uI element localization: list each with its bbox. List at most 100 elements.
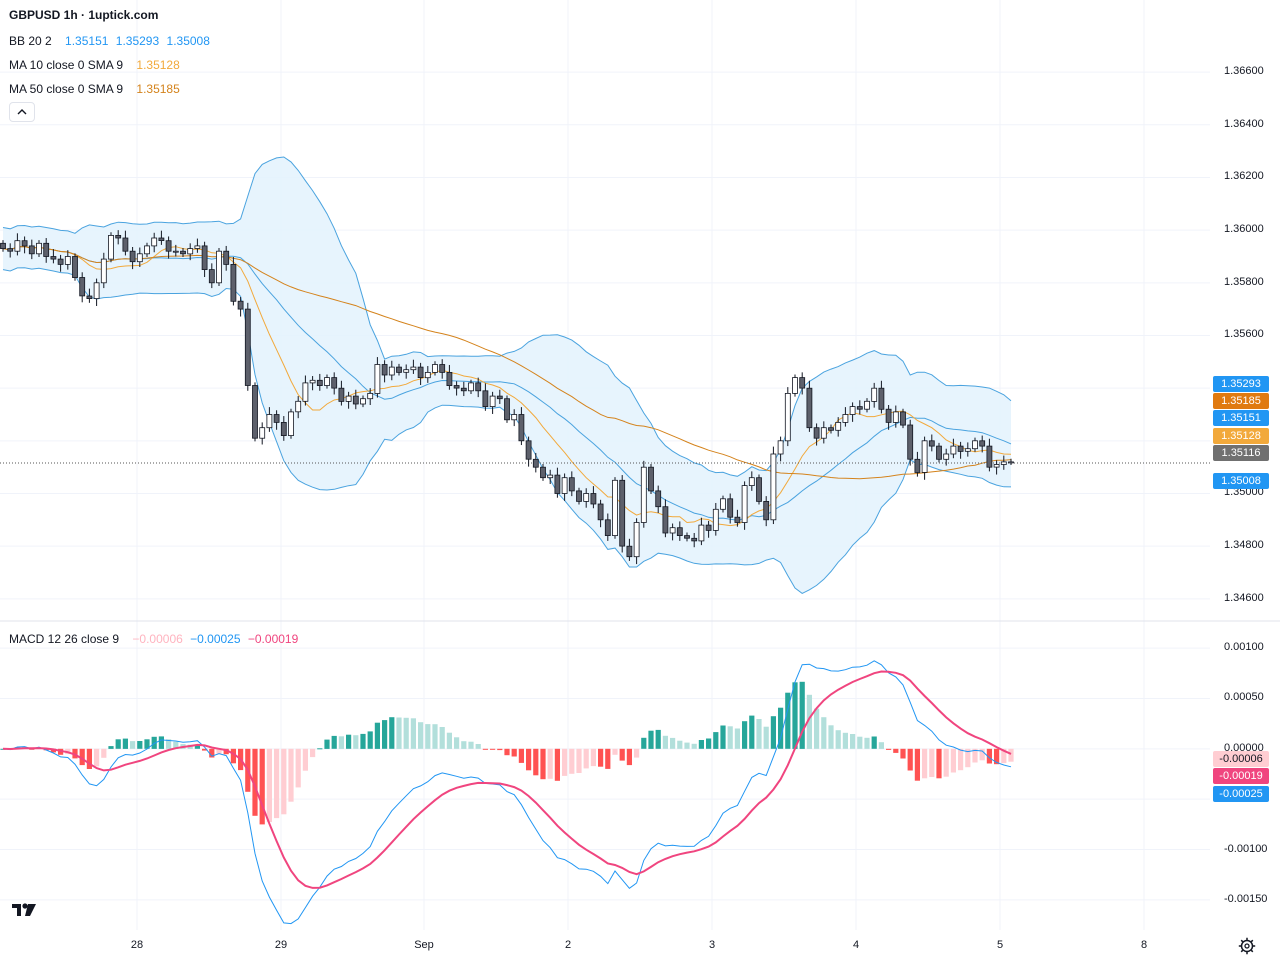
macd-histogram-bar [720,725,726,749]
candle-up [374,364,381,394]
macd-histogram-bar [763,726,769,749]
macd-histogram-bar [490,748,496,750]
price-tag: 1.35008 [1213,473,1269,489]
candle-down [648,466,654,492]
macd-tag: -0.00006 [1213,751,1269,767]
macd-histogram-bar [446,732,452,749]
ma50-legend[interactable]: MA 50 close 0 SMA 9 1.35185 [9,82,180,96]
price-tag: 1.35128 [1213,428,1269,444]
candle-up [424,371,431,379]
candle-up [612,479,618,536]
time-axis-tick: 29 [274,939,288,951]
candle-down [316,379,323,386]
candle-up [748,477,755,487]
macd-legend[interactable]: MACD 12 26 close 9 −0.00006 −0.00025 −0.… [9,632,298,646]
candle-down [396,366,402,373]
candle-down [273,414,280,423]
candle-down [504,398,510,421]
collapse-legend-button[interactable] [9,102,35,122]
macd-histogram-bar [626,748,632,766]
price-axis-tick: 1.35600 [1224,328,1264,341]
candle-down [936,445,942,460]
macd-histogram-bar [770,716,776,749]
macd-histogram-bar [979,748,985,761]
candle-up [136,253,143,263]
macd-histogram-bar [324,739,330,749]
candle-up [172,250,179,253]
macd-histogram-bar [583,748,589,769]
macd-histogram-bar [972,748,978,763]
time-axis-tick: 5 [996,939,1004,951]
macd-histogram-bar [605,748,611,769]
price-axis-tick: 1.35800 [1224,275,1264,288]
candle-up [410,366,417,371]
time-axis-tick: 8 [1140,939,1148,951]
macd-histogram-bar [418,722,424,749]
macd-legend-label: MACD 12 26 close 9 [9,632,120,646]
candle-down [705,524,712,531]
candle-down [590,493,597,505]
macd-histogram-bar [727,726,733,749]
macd-pane[interactable] [0,660,1014,925]
macd-histogram-bar [612,748,618,755]
macd-histogram-bar [691,743,697,749]
macd-histogram-bar [382,720,388,749]
bb-legend[interactable]: BB 20 2 1.35151 1.35293 1.35008 [9,34,210,48]
price-axis-tick: 1.36600 [1224,65,1264,78]
macd-histogram-bar [79,748,85,766]
macd-histogram-bar [821,717,827,749]
macd-signal-value: −0.00019 [247,632,299,646]
candle-up [583,493,590,502]
macd-histogram-bar [295,748,301,788]
candle-up [784,392,791,442]
macd-histogram-bar [360,733,366,749]
candle-up [144,245,150,255]
candle-up [511,414,518,421]
macd-histogram-bar [374,722,380,749]
candle-down [619,479,626,547]
candle-down [331,377,338,389]
macd-histogram-bar [698,740,704,749]
macd-histogram-bar [994,748,1000,765]
macd-histogram-bar [166,739,172,749]
candle-down [734,516,741,523]
macd-histogram-bar [922,748,928,779]
candle-up [842,414,849,423]
price-tag: 1.35293 [1213,376,1269,392]
candle-down [568,477,575,492]
candle-down [201,245,208,270]
macd-histogram-bar [367,731,373,749]
macd-line-value: −0.00025 [190,632,241,646]
tradingview-logo-icon[interactable] [10,900,38,920]
macd-histogram-bar [511,748,517,757]
candle-up [741,485,748,523]
macd-histogram-bar [230,748,236,764]
macd-histogram-bar [749,715,755,749]
macd-histogram-bar [504,748,510,756]
candle-down [684,535,690,539]
candle-down [223,250,230,265]
price-pane[interactable] [0,156,1210,594]
macd-histogram-bar [655,729,661,749]
chevron-up-icon [17,109,27,115]
candle-up [964,448,971,452]
macd-histogram-bar [94,748,100,767]
macd-histogram-bar [403,717,409,749]
gear-icon[interactable] [1238,937,1256,955]
macd-histogram-bar [533,748,539,776]
candle-down [554,474,561,494]
candle-up [943,453,950,460]
candle-down [439,364,446,373]
macd-histogram-bar [410,718,416,749]
macd-histogram-bar [742,721,748,749]
bollinger-basis-line [2,246,1012,521]
ma10-legend[interactable]: MA 10 close 0 SMA 9 1.35128 [9,58,180,72]
macd-histogram-bar [209,748,215,758]
candle-down [518,414,525,442]
candle-up [403,369,410,373]
candle-down [338,387,345,402]
price-axis-tick: 1.36400 [1224,117,1264,130]
macd-histogram-bar [86,748,92,769]
candle-up [432,364,438,373]
